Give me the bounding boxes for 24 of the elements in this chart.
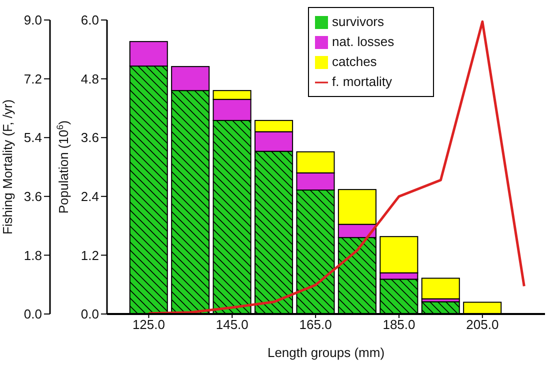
y-tick-label: 1.2 [80, 248, 99, 263]
x-tick-label: 125.0 [132, 317, 165, 332]
legend-label: nat. losses [332, 34, 394, 49]
y2-axis-title: Fishing Mortality (F, /yr) [0, 99, 15, 235]
y-tick-label: 4.8 [80, 71, 99, 86]
x-axis-title: Length groups (mm) [267, 345, 385, 360]
x-tick-label: 205.0 [466, 317, 499, 332]
y-tick-label: 6.0 [80, 12, 99, 28]
x-tick-label: 145.0 [216, 317, 248, 332]
legend-label: f. mortality [332, 74, 392, 89]
x-tick-label: 165.0 [299, 317, 332, 332]
legend-label: catches [332, 54, 377, 69]
y-tick-label: 0.0 [80, 306, 99, 322]
bar [421, 278, 460, 300]
y2-tick-label: 9.0 [24, 12, 42, 28]
y2-tick-label: 3.6 [24, 189, 42, 204]
y2-tick-label: 1.8 [24, 248, 42, 263]
legend-label: survivors [332, 14, 384, 29]
y2-tick-label: 0.0 [24, 306, 42, 322]
y2-tick-label: 7.2 [24, 71, 42, 86]
y-tick-label: 3.6 [80, 130, 99, 146]
x-tick-label: 185.0 [382, 317, 416, 332]
y-tick-label: 2.4 [80, 189, 99, 204]
y2-tick-label: 5.4 [24, 130, 42, 146]
